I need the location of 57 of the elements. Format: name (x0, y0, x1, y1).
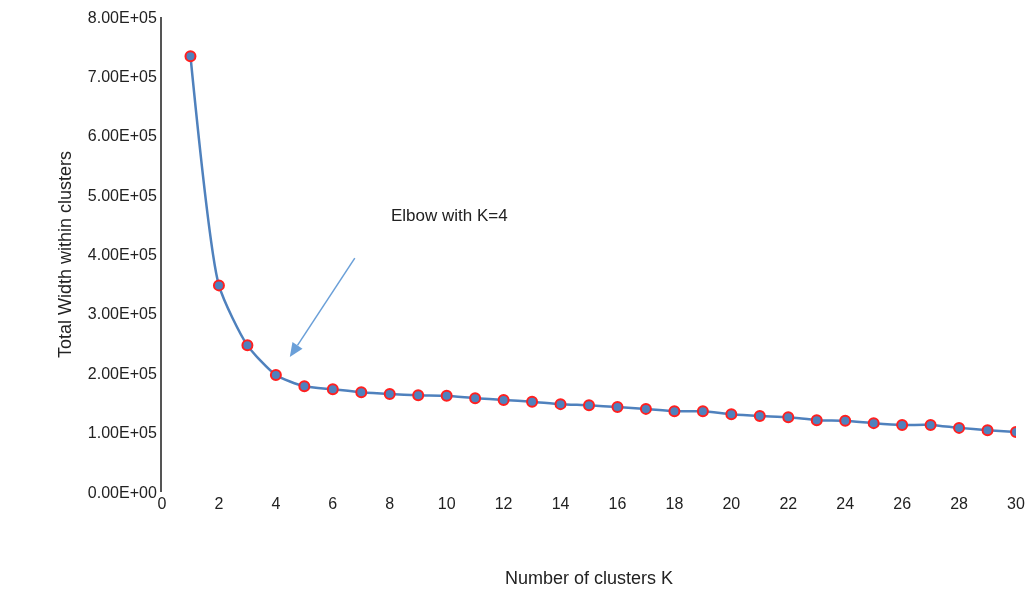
point (639, 402, 652, 415)
point (839, 414, 852, 427)
point (554, 398, 567, 411)
point (469, 392, 482, 405)
y-tick-label: 6.00E+05 (87, 127, 157, 145)
point (269, 369, 282, 382)
point (526, 395, 539, 408)
x-tick-label: 20 (722, 495, 741, 512)
x-tick-label: 16 (608, 495, 627, 512)
x-tick-label: 4 (271, 495, 281, 512)
point (383, 388, 396, 401)
point (867, 417, 880, 430)
x-tick-label: 8 (385, 495, 395, 512)
point (611, 401, 624, 414)
point (184, 50, 197, 63)
point (782, 411, 795, 424)
y-tick-label: 7.00E+05 (87, 67, 157, 85)
x-tick-label: 24 (836, 495, 855, 512)
point (696, 405, 709, 418)
point (668, 405, 681, 418)
x-tick-label: 0 (157, 495, 167, 512)
x-tick-label: 30 (1007, 495, 1025, 512)
point (241, 339, 254, 352)
x-tick-label: 12 (494, 495, 513, 512)
point (497, 393, 510, 406)
point (326, 383, 339, 396)
x-tick-label: 14 (551, 495, 570, 512)
x-tick-label: 10 (437, 495, 456, 512)
point (924, 418, 937, 431)
y-tick-label: 4.00E+05 (87, 246, 157, 264)
point (953, 421, 966, 434)
point (981, 424, 994, 437)
y-tick-label: 8.00E+05 (87, 8, 157, 26)
y-tick-label: 5.00E+05 (87, 186, 157, 204)
x-tick-label: 6 (328, 495, 338, 512)
point (298, 380, 311, 393)
y-tick-label: 2.00E+05 (87, 364, 157, 382)
x-tick-label: 22 (779, 495, 798, 512)
point (725, 408, 738, 421)
point (583, 399, 595, 412)
x-tick-label: 28 (950, 495, 969, 512)
x-tick-label: 2 (214, 495, 224, 512)
x-axis-title: Number of clusters K (504, 568, 674, 589)
point (896, 418, 909, 431)
point (440, 389, 453, 402)
y-axis-title: Total Width within clusters (54, 150, 75, 359)
y-tick-label: 0.00E+00 (87, 483, 157, 501)
x-tick-label: 18 (665, 495, 684, 512)
annotation: Elbow with K=4 (391, 206, 508, 225)
point (212, 279, 225, 292)
y-tick-label: 3.00E+05 (87, 305, 157, 323)
point (355, 386, 368, 399)
point (412, 389, 425, 402)
point (753, 410, 766, 422)
y-tick-label: 1.00E+05 (87, 424, 157, 442)
x-tick-label: 26 (893, 495, 912, 512)
point (810, 414, 823, 427)
